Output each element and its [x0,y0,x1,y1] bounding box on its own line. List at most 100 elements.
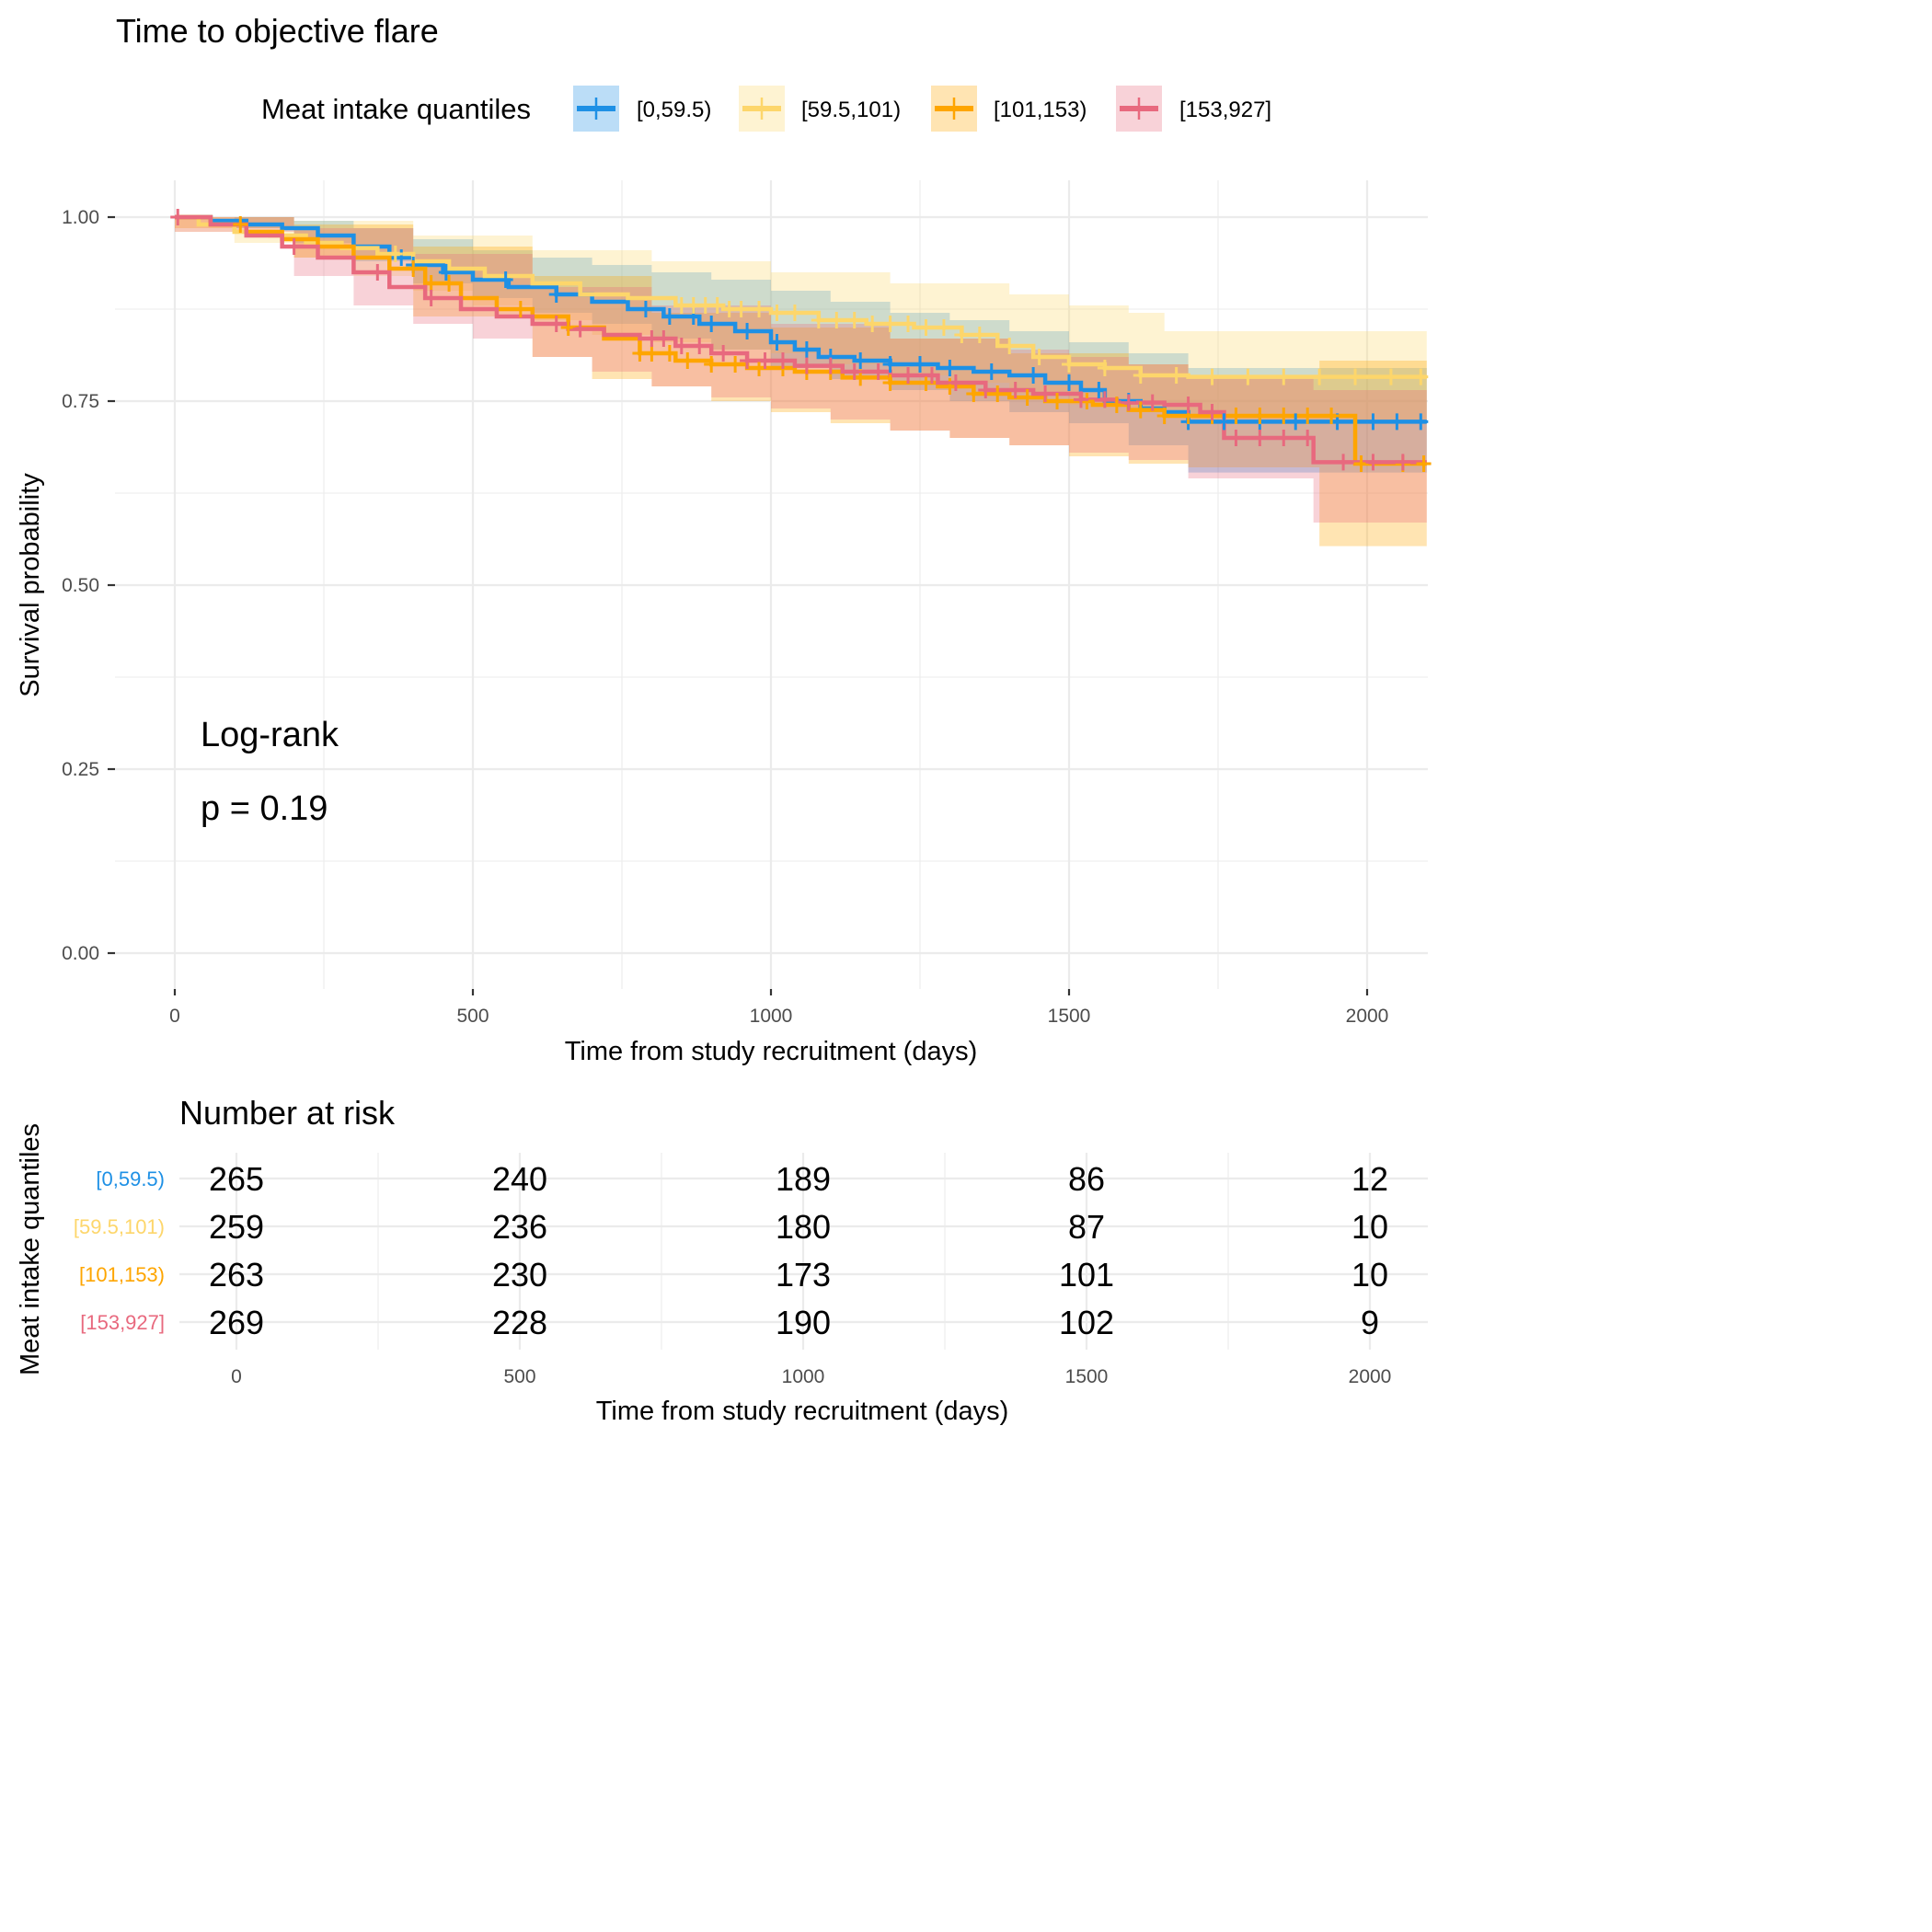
grid [115,180,1428,989]
censor-mark [972,327,987,343]
risk-count: 86 [1068,1160,1105,1198]
censor-mark [1091,382,1107,398]
censor-mark [1365,413,1381,431]
confidence-bands [175,217,1427,546]
censor-mark [1252,430,1268,446]
censor-mark [673,338,689,354]
censor-mark [913,356,927,373]
censor-mark [1097,391,1112,408]
censor-mark [799,341,814,358]
censor-mark [1156,408,1172,424]
risk-table: [0,59.5) 265 240 189 86 12 [59.5,101) 259 236 180… [74,1160,1388,1341]
censor-mark [170,209,186,225]
legend-label-3: [153,927] [1179,98,1271,122]
censor-mark [942,360,958,376]
y-tick-label: 0.00 [62,943,99,964]
censor-mark [423,275,439,292]
censor-mark [811,312,826,328]
risk-table-x-axis: 0 500 1000 1500 2000 [231,1366,1391,1387]
censor-mark [954,327,970,343]
censor-mark [1365,454,1381,471]
censor-mark [1109,397,1124,413]
censor-mark [1026,367,1041,384]
x-tick-label: 1500 [1048,1006,1091,1027]
censor-mark [1002,338,1018,354]
risk-table-grid [179,1153,1428,1350]
censor-mark [901,316,916,332]
censor-mark [1031,349,1047,365]
risk-count: 10 [1351,1256,1388,1294]
risk-strata-label-2: [101,153) [79,1263,165,1286]
censor-mark [1050,393,1065,409]
y-tick-label: 1.00 [62,207,99,228]
censor-mark [1121,394,1136,411]
risk-count: 173 [776,1256,831,1294]
censor-mark [728,356,743,373]
risk-x-tick-label: 0 [231,1366,242,1387]
censor-mark [1413,413,1429,431]
censor-mark [775,352,790,369]
chart-title: Time to objective flare [116,12,439,50]
x-tick-label: 1000 [750,1006,793,1027]
censor-mark [656,330,672,347]
risk-count: 228 [492,1304,547,1341]
censor-mark [769,305,785,321]
risk-count: 87 [1068,1208,1105,1246]
censor-mark [1324,408,1340,424]
legend-label-0: [0,59.5) [637,98,711,122]
censor-mark [692,338,707,354]
censor-mark [1300,408,1316,424]
p-value-label: p = 0.19 [201,789,328,828]
censor-mark [846,312,862,328]
risk-table-y-title: Meat intake quantiles [16,1123,45,1375]
risk-x-tick-label: 1500 [1065,1366,1109,1387]
censor-mark [1312,368,1328,385]
risk-count: 230 [492,1256,547,1294]
legend-label-2: [101,153) [994,98,1087,122]
risk-strata-label-1: [59.5,101) [74,1215,165,1238]
censor-mark [799,357,814,374]
censor-mark [1133,367,1148,384]
censor-mark [948,374,963,391]
censor-mark [423,290,439,306]
censor-mark [1276,408,1292,424]
censor-mark [1276,430,1292,446]
risk-strata-label-0: [0,59.5) [96,1167,165,1190]
censor-mark [406,260,421,277]
censor-mark [661,345,677,362]
y-axis: 0.00 0.25 0.50 0.75 1.00 [62,207,115,964]
censor-mark [1353,455,1369,472]
censor-mark [865,316,880,332]
censor-mark [1097,360,1112,376]
x-axis-title: Time from study recruitment (days) [565,1037,978,1066]
censor-mark [1019,389,1035,406]
risk-count: 236 [492,1208,547,1246]
censor-marks [170,209,1432,472]
risk-count: 9 [1361,1304,1379,1341]
censor-mark [829,312,845,328]
censor-mark [1288,413,1304,431]
km-chart: Time to objective flare Meat intake quan… [16,12,1432,1426]
legend-label-1: [59.5,101) [801,98,901,122]
censor-mark [853,352,868,369]
censor-mark [572,320,588,338]
risk-count: 269 [209,1304,264,1341]
risk-count: 263 [209,1256,264,1294]
logrank-label: Log-rank [201,716,339,754]
censor-mark [438,264,454,281]
censor-mark [901,367,916,384]
censor-mark [966,385,982,402]
censor-mark [1216,413,1232,431]
censor-mark [822,357,838,374]
x-tick-label: 2000 [1346,1006,1389,1027]
y-axis-title: Survival probability [16,473,45,697]
censor-mark [1062,374,1076,391]
censor-mark [1276,368,1292,385]
censor-mark [1038,385,1053,402]
censor-mark [752,301,767,317]
risk-count: 265 [209,1160,264,1198]
risk-x-tick-label: 500 [503,1366,535,1387]
censor-mark [1389,413,1405,431]
censor-mark [498,271,513,288]
censor-mark [1168,367,1184,384]
